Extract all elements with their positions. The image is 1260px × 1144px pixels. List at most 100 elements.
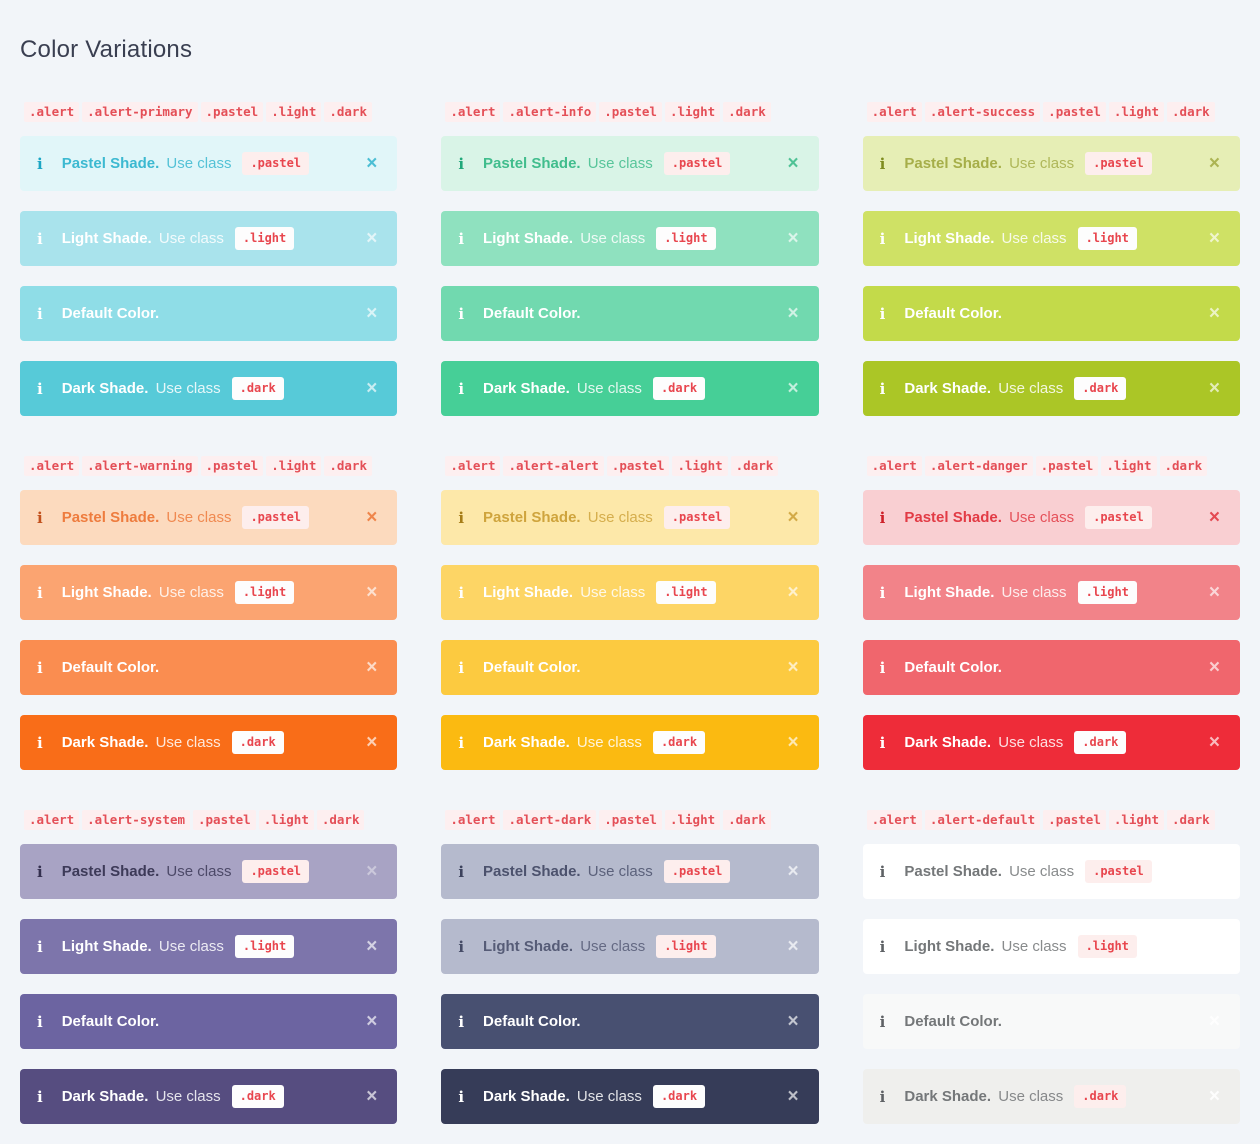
close-icon[interactable]: × [1208, 936, 1220, 957]
alert-alert-pastel: i Pastel Shade. Use class .pastel × [441, 490, 819, 545]
alert-danger-default: i Default Color. × [862, 640, 1240, 695]
close-icon[interactable]: × [1208, 378, 1220, 399]
info-icon: i [37, 508, 43, 527]
alert-danger-pastel: i Pastel Shade. Use class .pastel × [862, 490, 1240, 545]
alert-dark-dark: i Dark Shade. Use class .dark × [441, 1069, 819, 1124]
alert-usage: Use class [576, 1088, 642, 1105]
code-token: .light [266, 456, 322, 476]
close-icon[interactable]: × [787, 657, 799, 678]
code-token: .light [664, 102, 721, 122]
close-icon[interactable]: × [787, 936, 799, 957]
info-icon: i [458, 733, 465, 752]
close-icon[interactable]: × [366, 378, 378, 399]
alert-info-default: i Default Color. × [441, 286, 819, 341]
close-icon[interactable]: × [787, 732, 799, 753]
alert-label: Dark Shade. [61, 1088, 153, 1105]
code-token: .alert [24, 102, 80, 122]
alert-usage: Use class [1009, 863, 1075, 880]
alert-label: Default Color. [61, 659, 160, 676]
close-icon[interactable]: × [787, 378, 799, 399]
close-icon[interactable]: × [1208, 153, 1220, 174]
close-icon[interactable]: × [1208, 732, 1220, 753]
alert-group: .alert .alert-info .pastel .light .dark i Pa… [441, 102, 819, 416]
code-token: .dark [324, 102, 372, 122]
close-icon[interactable]: × [366, 228, 378, 249]
close-icon[interactable]: × [1208, 861, 1220, 882]
info-icon: i [458, 658, 465, 677]
info-icon: i [458, 1087, 465, 1106]
alert-label: Light Shade. [483, 584, 578, 601]
close-icon[interactable]: × [366, 657, 378, 678]
close-icon[interactable]: × [1208, 507, 1220, 528]
info-icon: i [458, 937, 465, 956]
close-icon[interactable]: × [366, 732, 378, 753]
close-icon[interactable]: × [366, 861, 378, 882]
close-icon[interactable]: × [787, 1086, 799, 1107]
code-token: .alert [445, 102, 501, 122]
group-alerts: i Pastel Shade. Use class .pastel × i Li… [20, 136, 398, 416]
alert-primary-dark: i Dark Shade. Use class .dark × [20, 361, 398, 416]
alert-label: Default Color. [483, 1013, 581, 1030]
alert-usage: Use class [155, 1088, 221, 1105]
alert-label: Light Shade. [61, 938, 156, 955]
close-icon[interactable]: × [787, 861, 799, 882]
alert-label: Default Color. [904, 659, 1002, 676]
alert-label: Light Shade. [483, 938, 578, 955]
alert-label: Default Color. [483, 305, 581, 322]
close-icon[interactable]: × [787, 582, 799, 603]
alert-label: Light Shade. [904, 584, 999, 601]
alert-info-pastel: i Pastel Shade. Use class .pastel × [441, 136, 819, 191]
alert-usage: Use class [166, 509, 232, 526]
alert-usage: Use class [587, 509, 653, 526]
class-badge: .light [234, 581, 295, 604]
close-icon[interactable]: × [366, 582, 378, 603]
code-token: .light [1108, 102, 1165, 122]
alert-label: Pastel Shade. [904, 509, 1007, 526]
alert-usage: Use class [166, 863, 232, 880]
code-token: .alert-alert [503, 456, 604, 476]
code-token: .light [664, 810, 721, 830]
alert-danger-dark: i Dark Shade. Use class .dark × [862, 715, 1240, 770]
close-icon[interactable]: × [1208, 1086, 1220, 1107]
close-icon[interactable]: × [366, 1086, 378, 1107]
close-icon[interactable]: × [366, 1011, 378, 1032]
alert-label: Pastel Shade. [61, 155, 164, 172]
close-icon[interactable]: × [366, 303, 378, 324]
code-token: .dark [1167, 102, 1215, 122]
close-icon[interactable]: × [1208, 582, 1220, 603]
info-icon: i [37, 379, 43, 398]
info-icon: i [458, 304, 465, 323]
close-icon[interactable]: × [787, 507, 799, 528]
class-badge: .dark [1074, 731, 1127, 754]
code-token: .alert [866, 810, 922, 830]
alert-label: Dark Shade. [904, 1088, 996, 1105]
close-icon[interactable]: × [787, 228, 799, 249]
class-badge: .light [1077, 935, 1137, 958]
info-icon: i [458, 508, 465, 527]
alert-label: Pastel Shade. [483, 863, 585, 880]
alert-usage: Use class [1009, 509, 1075, 526]
close-icon[interactable]: × [787, 153, 799, 174]
close-icon[interactable]: × [1208, 657, 1220, 678]
code-token: .dark [1167, 810, 1215, 830]
class-badge: .light [234, 227, 295, 250]
group-code: .alert .alert-success .pastel .light .dark [866, 102, 1240, 122]
close-icon[interactable]: × [1208, 228, 1220, 249]
close-icon[interactable]: × [787, 1011, 799, 1032]
close-icon[interactable]: × [1208, 1011, 1220, 1032]
close-icon[interactable]: × [366, 153, 378, 174]
alert-label: Dark Shade. [904, 380, 996, 397]
alert-label: Default Color. [61, 1013, 160, 1030]
close-icon[interactable]: × [1208, 303, 1220, 324]
close-icon[interactable]: × [366, 936, 378, 957]
info-icon: i [37, 658, 43, 677]
alert-group: .alert .alert-system .pastel .light .dark i … [20, 810, 398, 1124]
close-icon[interactable]: × [366, 507, 378, 528]
code-token: .dark [730, 456, 779, 476]
close-icon[interactable]: × [787, 303, 799, 324]
info-icon: i [879, 1087, 886, 1106]
code-token: .light [1108, 810, 1165, 830]
alert-warning-dark: i Dark Shade. Use class .dark × [20, 715, 398, 770]
class-badge: .dark [652, 731, 706, 754]
